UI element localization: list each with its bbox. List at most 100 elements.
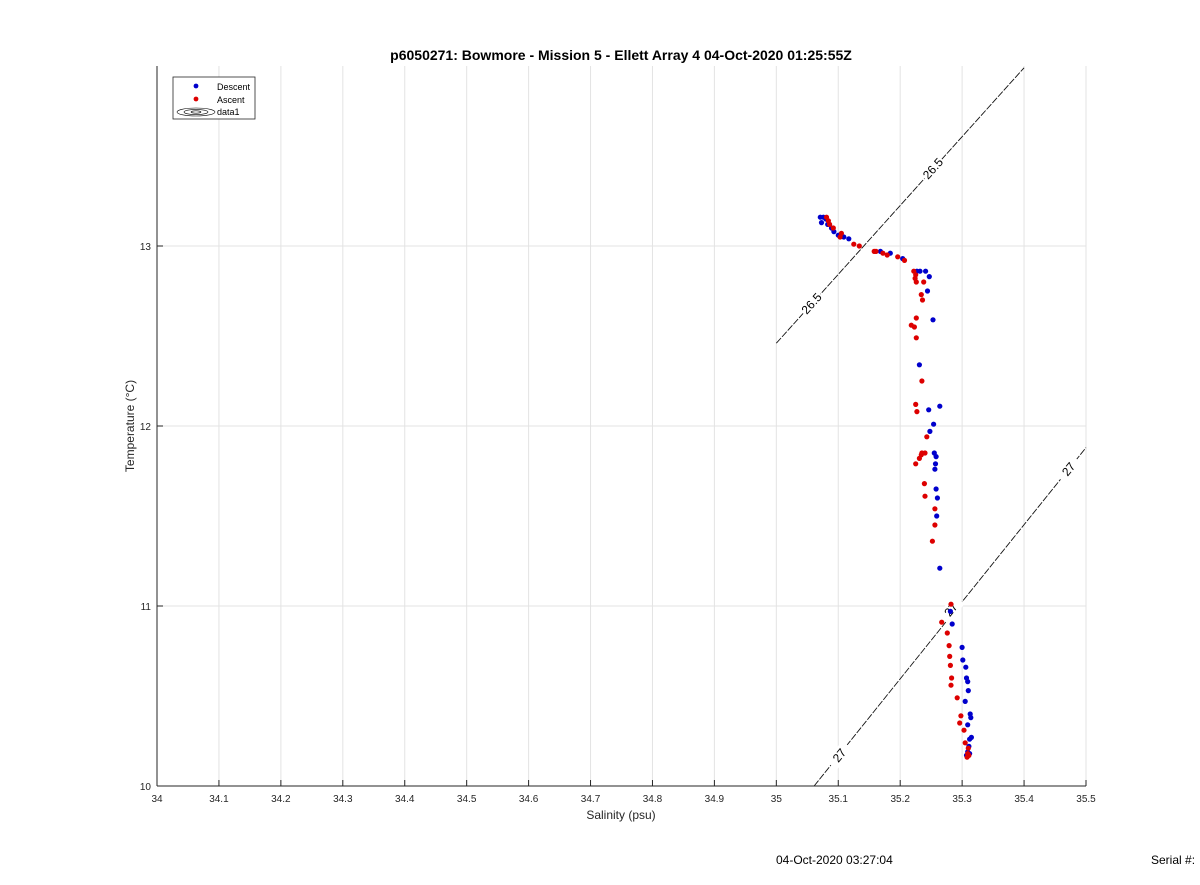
ascent-point xyxy=(913,315,919,321)
descent-point xyxy=(937,403,943,409)
ascent-point xyxy=(919,297,926,303)
ascent-point xyxy=(880,250,886,256)
x-tick-label: 34.9 xyxy=(705,794,725,805)
descent-point xyxy=(959,644,965,651)
y-tick-label: 11 xyxy=(141,602,152,613)
legend-descent-label: Descent xyxy=(217,82,251,92)
ascent-point xyxy=(908,322,914,328)
series-ascent xyxy=(823,214,972,760)
ascent-point xyxy=(947,653,953,660)
descent-point xyxy=(923,268,929,274)
ascent-point xyxy=(946,643,952,649)
descent-point xyxy=(926,274,932,280)
descent-point xyxy=(947,608,954,615)
x-tick-label: 34.8 xyxy=(643,794,663,805)
descent-point xyxy=(933,486,939,492)
gridlines xyxy=(156,66,1087,787)
ascent-point xyxy=(965,745,971,751)
descent-point xyxy=(965,688,971,694)
ascent-point xyxy=(921,481,928,487)
ascent-point xyxy=(913,279,919,285)
ascent-point xyxy=(962,740,968,746)
descent-point xyxy=(933,454,939,460)
descent-point xyxy=(934,495,941,501)
ascent-point xyxy=(966,752,972,759)
x-axis-ticks: 34 34.1 34.2 34.3 34.4 34.5 34.6 34.7 34.8 34.9 35… xyxy=(151,780,1096,805)
x-tick-label: 35.2 xyxy=(890,794,910,805)
ascent-point xyxy=(947,662,954,669)
x-tick-label: 35 xyxy=(771,794,783,805)
ascent-point xyxy=(884,252,890,258)
descent-point xyxy=(965,679,971,685)
ascent-point xyxy=(873,248,879,254)
ascent-point xyxy=(895,254,901,260)
descent-point xyxy=(949,621,955,627)
contour-label-bg xyxy=(919,154,947,183)
ascent-point xyxy=(921,279,927,285)
ascent-point xyxy=(949,675,955,681)
descent-point xyxy=(965,722,971,728)
ascent-point xyxy=(954,695,960,701)
x-tick-label: 35.3 xyxy=(952,794,972,805)
descent-point xyxy=(967,736,973,742)
ascent-point xyxy=(958,713,964,719)
ascent-point xyxy=(901,257,908,263)
ascent-point xyxy=(948,601,954,607)
y-tick-label: 10 xyxy=(140,782,152,793)
density-contours: 26.526.5272727 xyxy=(775,67,1087,787)
legend: Descent Ascent data1 xyxy=(172,76,256,120)
ascent-point xyxy=(827,221,833,227)
legend-box xyxy=(172,76,256,120)
ascent-point xyxy=(913,335,919,341)
descent-point xyxy=(963,664,969,670)
descent-point xyxy=(932,461,939,467)
ascent-point xyxy=(948,682,954,688)
x-axis-label: Salinity (psu) xyxy=(586,808,655,822)
x-tick-label: 35.4 xyxy=(1014,794,1034,805)
x-tick-label: 34.2 xyxy=(271,794,291,805)
ascent-point xyxy=(919,378,925,384)
x-tick-label: 35.1 xyxy=(829,794,849,805)
legend-ascent-marker xyxy=(193,96,199,102)
ascent-point xyxy=(913,401,919,407)
x-tick-label: 34 xyxy=(151,794,163,805)
ascent-point xyxy=(914,409,920,415)
ascent-point xyxy=(918,292,924,298)
print-timestamp: 04-Oct-2020 03:27:04 xyxy=(776,853,893,867)
y-tick-label: 12 xyxy=(140,422,152,433)
ascent-point xyxy=(924,434,930,440)
contour-label-bg xyxy=(1055,454,1083,484)
ascent-point xyxy=(922,493,928,499)
ascent-point xyxy=(939,619,945,625)
ascent-point xyxy=(851,241,857,247)
descent-point xyxy=(916,362,923,368)
descent-point xyxy=(932,466,938,472)
ascent-point xyxy=(929,538,936,544)
x-tick-label: 34.7 xyxy=(581,794,601,805)
contour-label-bg xyxy=(797,289,826,318)
x-tick-label: 34.1 xyxy=(209,794,229,805)
descent-point xyxy=(931,421,937,427)
ascent-point xyxy=(830,225,836,231)
descent-point xyxy=(962,698,968,705)
legend-descent-marker xyxy=(193,83,199,89)
ascent-point xyxy=(837,234,843,240)
descent-point xyxy=(968,715,974,721)
ascent-point xyxy=(932,506,938,512)
chart-title: p6050271: Bowmore - Mission 5 - Ellett A… xyxy=(390,47,852,63)
descent-point xyxy=(937,565,943,571)
ascent-point xyxy=(957,720,963,726)
x-tick-label: 34.3 xyxy=(333,794,353,805)
descent-point xyxy=(960,657,966,663)
y-tick-label: 13 xyxy=(140,242,152,253)
descent-point xyxy=(917,268,923,274)
ascent-point xyxy=(913,461,919,467)
x-tick-label: 34.4 xyxy=(395,794,415,805)
x-tick-label: 34.5 xyxy=(457,794,477,805)
legend-ascent-label: Ascent xyxy=(217,95,245,105)
x-tick-label: 35.5 xyxy=(1076,794,1096,805)
ascent-point xyxy=(961,727,967,733)
legend-data1-label: data1 xyxy=(217,107,240,117)
ascent-point xyxy=(944,630,950,636)
